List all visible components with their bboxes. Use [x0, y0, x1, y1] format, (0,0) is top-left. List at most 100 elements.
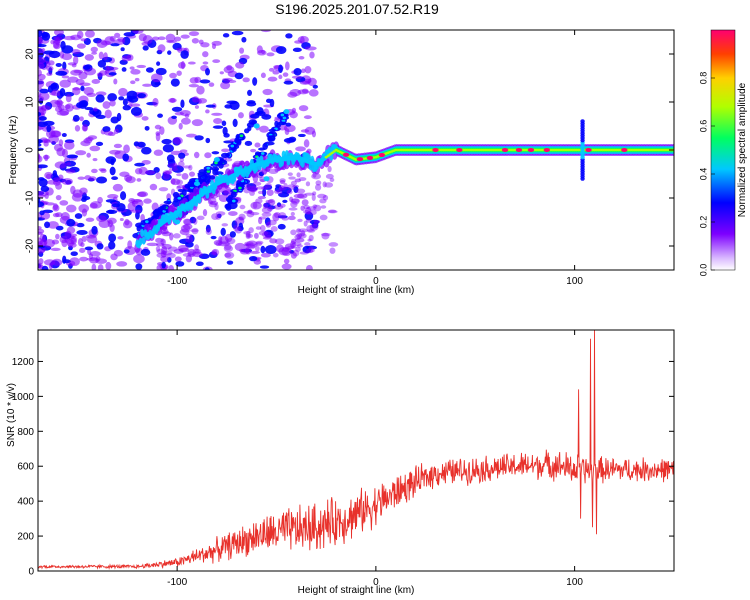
heatmap-cell — [255, 198, 263, 204]
heatmap-cell — [234, 72, 244, 80]
heatmap-cell — [283, 80, 294, 85]
heatmap-cell — [76, 43, 86, 49]
heatmap-cell — [224, 104, 233, 109]
heatmap-cell — [282, 116, 287, 120]
heatmap-cell — [621, 148, 628, 152]
heatmap-cell — [193, 151, 200, 159]
heatmap-cell — [134, 162, 145, 167]
heatmap-cell — [303, 115, 312, 120]
heatmap-cell — [136, 64, 147, 69]
heatmap-cell — [295, 246, 301, 252]
heatmap-cell — [279, 184, 284, 191]
heatmap-cell — [228, 211, 238, 217]
heatmap-cell — [90, 46, 98, 53]
heatmap-cell — [287, 172, 293, 176]
heatmap-cell — [46, 72, 53, 77]
heatmap-cell — [130, 80, 136, 85]
heatmap-cell — [95, 258, 108, 264]
heatmap-cell — [155, 237, 163, 243]
heatmap-cell — [280, 113, 285, 117]
heatmap-cell — [205, 228, 212, 235]
heatmap-cell — [260, 225, 266, 232]
heatmap-cell — [290, 229, 297, 236]
heatmap-cell — [315, 180, 322, 186]
heatmap-cell — [250, 201, 262, 210]
heatmap-cell — [166, 40, 177, 44]
heatmap-cell — [156, 248, 165, 255]
heatmap-cell — [176, 173, 182, 177]
heatmap-cell — [156, 61, 161, 66]
heatmap-cell — [248, 185, 259, 193]
heatmap-cell — [342, 152, 350, 157]
heatmap-cell — [111, 203, 120, 208]
heatmap-cell — [59, 87, 66, 97]
heatmap-cell — [108, 72, 117, 76]
heatmap-cell — [177, 244, 189, 252]
heatmap-cell — [128, 198, 136, 204]
heatmap-cell — [38, 73, 46, 81]
heatmap-cell — [226, 64, 233, 71]
heatmap-cell — [268, 67, 275, 72]
heatmap-cell — [257, 190, 264, 195]
heatmap-cell — [304, 66, 312, 74]
heatmap-cell — [141, 146, 152, 155]
heatmap-cell — [262, 188, 267, 197]
heatmap-cell — [156, 252, 167, 258]
heatmap-cell — [53, 177, 63, 181]
heatmap-cell — [38, 111, 42, 117]
heatmap-cell — [61, 75, 70, 79]
heatmap-cell — [84, 106, 94, 111]
heatmap-cell — [38, 121, 49, 128]
heatmap-cell — [294, 178, 302, 183]
heatmap-cell — [456, 148, 463, 152]
heatmap-cell — [59, 235, 68, 244]
heatmap-cell — [117, 37, 126, 42]
heatmap-cell — [244, 184, 251, 190]
heatmap-cell — [320, 232, 331, 237]
heatmap-cell — [96, 72, 104, 77]
heatmap-cell — [81, 124, 88, 132]
heatmap-cell — [89, 251, 101, 257]
heatmap-cell — [366, 155, 374, 160]
heatmap-cell — [185, 254, 193, 263]
heatmap-cell — [136, 225, 141, 232]
heatmap-cell — [38, 164, 48, 169]
heatmap-cell — [296, 244, 303, 248]
heatmap-cell — [38, 116, 47, 121]
heatmap-cell — [127, 202, 136, 212]
heatmap-cell — [113, 128, 119, 134]
heatmap-cell — [211, 112, 223, 116]
heatmap-cell — [178, 122, 183, 130]
heatmap-cell — [312, 204, 318, 208]
heatmap-cell — [124, 218, 130, 226]
heatmap-cell — [209, 200, 219, 206]
heatmap-cell — [51, 89, 62, 97]
heatmap-cell — [285, 33, 293, 39]
heatmap-cell — [107, 217, 117, 225]
heatmap-cell — [264, 182, 272, 189]
heatmap-cell — [172, 136, 183, 145]
heatmap-cell — [171, 165, 184, 173]
heatmap-cell — [50, 247, 61, 252]
heatmap-cell — [85, 30, 95, 38]
heatmap-cell — [167, 50, 172, 55]
heatmap-cell — [196, 215, 205, 221]
heatmap-cell — [116, 261, 128, 267]
heatmap-cell — [179, 149, 188, 153]
heatmap-cell — [313, 219, 321, 224]
heatmap-cell — [161, 238, 167, 246]
heatmap-cell — [39, 210, 45, 216]
heatmap-cell — [96, 39, 108, 49]
heatmap-cell — [162, 170, 173, 175]
heatmap-cell — [53, 30, 65, 36]
heatmap-cell — [307, 229, 316, 233]
colorbar-label: Normalized spectral amplitude — [737, 82, 748, 217]
heatmap-cell — [130, 69, 141, 75]
heatmap-cell — [243, 210, 253, 214]
heatmap-cell — [114, 32, 121, 38]
heatmap-cell — [219, 71, 224, 75]
heatmap-cell — [274, 238, 285, 245]
heatmap-cell — [117, 236, 124, 240]
heatmap-cell — [298, 56, 305, 60]
heatmap-cell — [224, 252, 232, 258]
